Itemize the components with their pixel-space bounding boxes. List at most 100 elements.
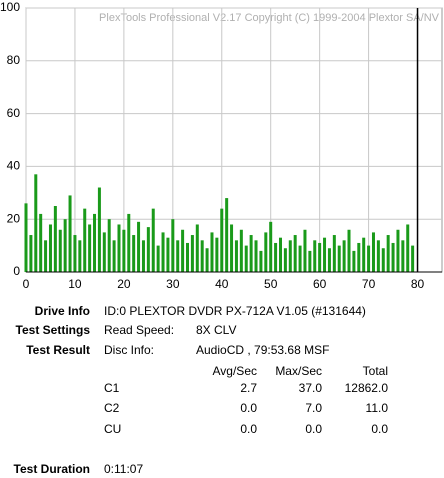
cell: 0.0 (240, 422, 257, 436)
bar (215, 237, 219, 272)
value: 8X CLV (196, 323, 236, 337)
x-tick-label: 30 (166, 277, 180, 291)
x-tick-label: 10 (68, 277, 82, 291)
bar (278, 237, 282, 272)
y-tick-label: 80 (7, 53, 21, 67)
bar (200, 240, 204, 272)
bar (151, 208, 155, 272)
x-tick-label: 80 (411, 277, 425, 291)
bar (53, 206, 57, 272)
bar (293, 235, 297, 272)
bar (190, 235, 194, 272)
bar (376, 240, 380, 272)
value: 0:11:07 (104, 462, 143, 476)
bar (391, 242, 395, 272)
bar (347, 229, 351, 272)
bar (406, 224, 410, 272)
label: Test Duration (14, 462, 90, 476)
bar (102, 232, 106, 272)
bar (220, 208, 224, 272)
bar (97, 187, 101, 272)
cell: 2.7 (240, 381, 257, 395)
bar (171, 219, 175, 272)
bar (107, 219, 111, 272)
bar (362, 237, 366, 272)
bar (58, 229, 62, 272)
bar (24, 203, 28, 272)
bar (318, 242, 322, 272)
bar (327, 248, 331, 272)
bar (239, 229, 243, 272)
col-header: Avg/Sec (213, 364, 257, 378)
bar (29, 235, 33, 272)
bar (156, 245, 160, 272)
bar (137, 221, 141, 272)
bar (264, 232, 268, 272)
bar (342, 240, 346, 272)
x-tick-label: 70 (362, 277, 376, 291)
bar (122, 229, 126, 272)
watermark: PlexTools Professional V2.17 Copyright (… (99, 12, 440, 24)
x-tick-label: 50 (264, 277, 278, 291)
bar (73, 235, 77, 272)
bar (283, 248, 287, 272)
bar (44, 240, 48, 272)
label: Drive Info (35, 304, 90, 318)
key: Read Speed: (104, 323, 174, 337)
bar (39, 213, 43, 272)
bar (230, 224, 234, 272)
cell: 7.0 (305, 401, 322, 415)
row-label: C2 (104, 401, 120, 415)
x-tick-label: 0 (23, 277, 30, 291)
key: Disc Info: (104, 343, 154, 357)
bar (63, 219, 67, 272)
bar (367, 245, 371, 272)
cell: 0.0 (305, 422, 322, 436)
y-tick-label: 60 (7, 106, 21, 120)
col-header: Total (363, 364, 388, 378)
value: ID:0 PLEXTOR DVDR PX-712A V1.05 (#131644… (104, 304, 366, 318)
bar (210, 232, 214, 272)
result-table: C1 2.7 37.0 12862.0 C2 0.0 7.0 11.0 CU 0.0 0.0 0.0 (104, 381, 388, 436)
bar (83, 208, 87, 272)
bar (303, 229, 307, 272)
bar (249, 235, 253, 272)
bar (269, 221, 273, 272)
y-tick-label: 0 (13, 264, 20, 278)
bar (288, 240, 292, 272)
cell: 0.0 (371, 422, 388, 436)
x-tick-label: 60 (313, 277, 327, 291)
bar (195, 224, 199, 272)
bar (78, 240, 82, 272)
bar (254, 240, 258, 272)
y-tick-label: 100 (0, 0, 20, 14)
bar (48, 224, 52, 272)
bar (161, 232, 165, 272)
bar (186, 242, 190, 272)
bar (381, 248, 385, 272)
bar (34, 174, 38, 272)
bar (396, 229, 400, 272)
bar (176, 240, 180, 272)
bar (371, 232, 375, 272)
bar (323, 237, 327, 272)
bar (352, 250, 356, 272)
bar (225, 198, 229, 272)
bar (117, 224, 121, 272)
col-header: Max/Sec (275, 364, 322, 378)
label: Test Settings (16, 323, 91, 337)
bar (68, 195, 72, 272)
bar (127, 213, 131, 272)
bar (259, 250, 263, 272)
bar (181, 229, 185, 272)
bar (112, 240, 116, 272)
row-label: C1 (104, 381, 120, 395)
value: AudioCD , 79:53.68 MSF (196, 343, 329, 357)
bar (88, 224, 92, 272)
cell: 0.0 (240, 401, 257, 415)
cell: 12862.0 (345, 381, 389, 395)
cell: 37.0 (299, 381, 323, 395)
row-label: CU (104, 422, 121, 436)
x-tick-label: 20 (117, 277, 131, 291)
